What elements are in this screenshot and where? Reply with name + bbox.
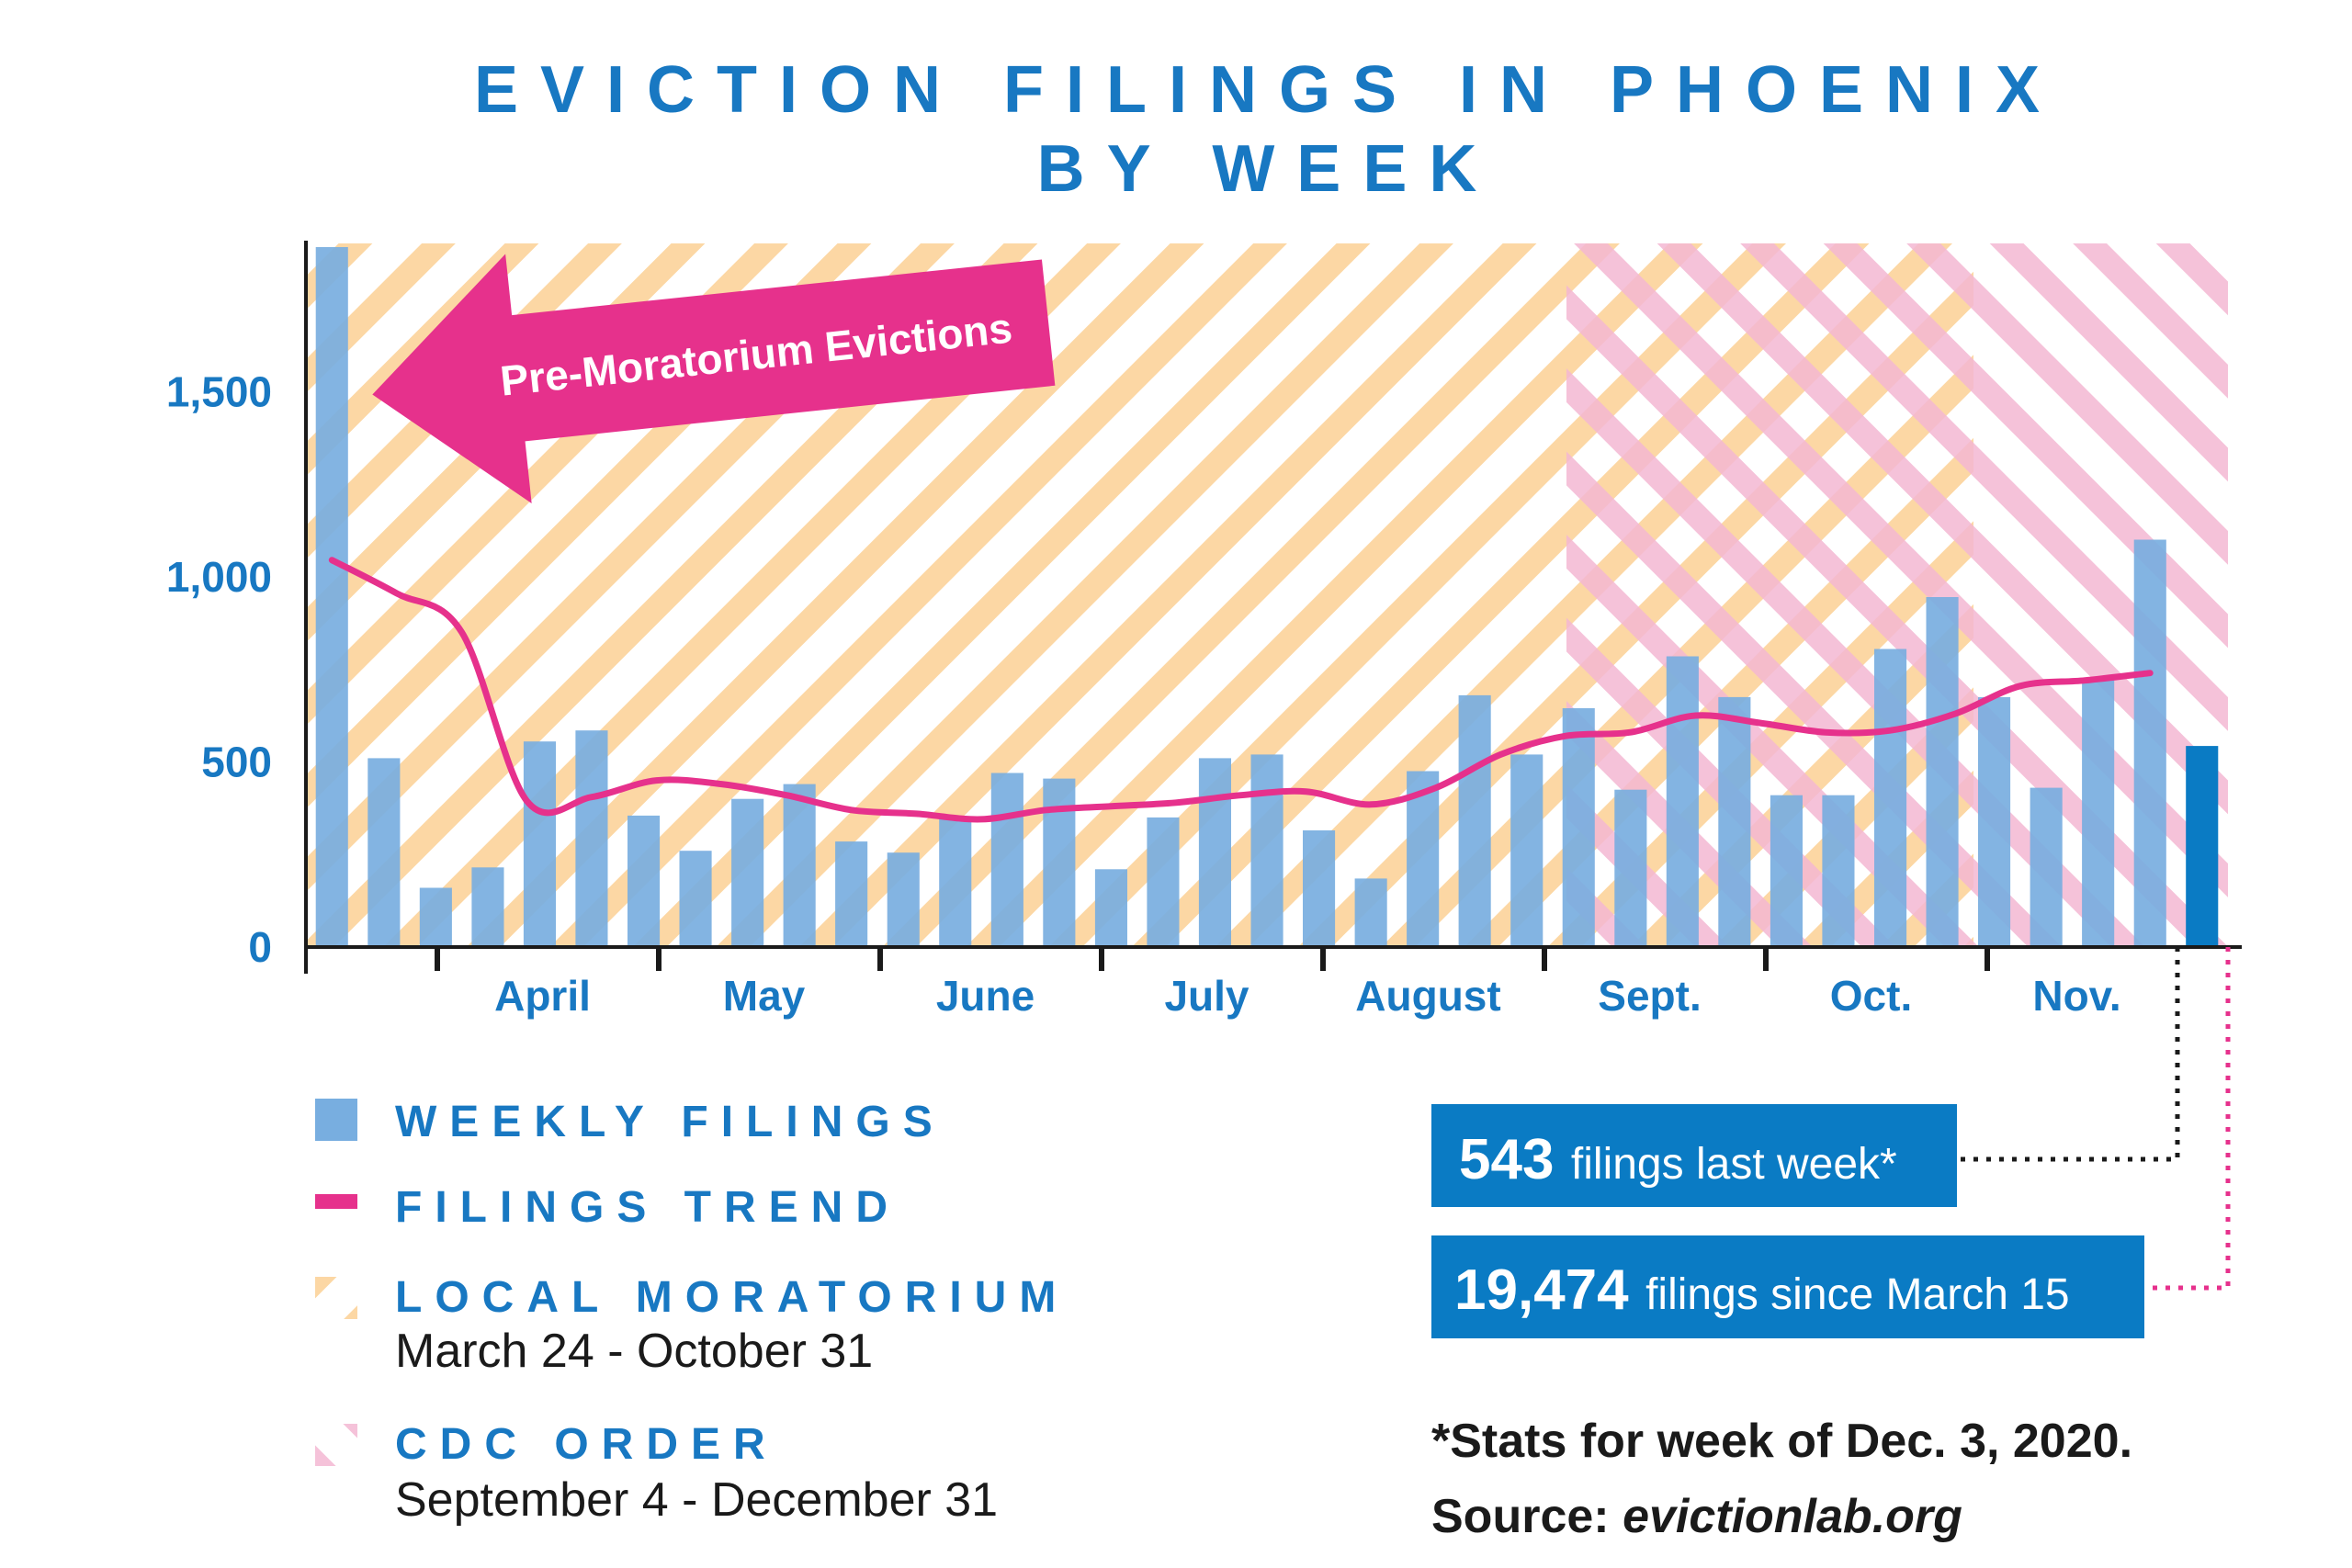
arrow-shape xyxy=(372,254,1056,503)
legend-swatch-cdc xyxy=(315,1424,357,1466)
month-label: May xyxy=(723,972,806,1020)
trend-line xyxy=(328,557,2154,823)
bar-33 xyxy=(1978,696,2011,947)
bar-22 xyxy=(1407,771,1440,947)
bar-1 xyxy=(315,247,348,947)
x-tick-marks xyxy=(435,947,1990,971)
y-tick-labels: 0 500 1,000 1,500 xyxy=(166,367,272,971)
footnote-source-link: evictionlab.org xyxy=(1623,1490,1962,1543)
bar-7 xyxy=(628,815,661,947)
bar-18 xyxy=(1198,758,1231,947)
chart-title-line1: EVICTION FILINGS IN PHOENIX xyxy=(474,53,2062,127)
month-label: April xyxy=(494,972,591,1020)
footnote-stats: *Stats for week of Dec. 3, 2020. xyxy=(1431,1415,2132,1468)
bar-36 xyxy=(2133,539,2166,947)
bar-10 xyxy=(783,784,816,947)
bar-26 xyxy=(1614,789,1647,947)
y-tick-label: 0 xyxy=(248,923,272,971)
month-label: Nov. xyxy=(2032,972,2120,1020)
month-label: June xyxy=(936,972,1035,1020)
bar-30 xyxy=(1822,795,1855,947)
legend-swatch-trend xyxy=(315,1194,357,1209)
bar-12 xyxy=(887,852,920,947)
last-week-text: 543 filings last week* xyxy=(1459,1128,1897,1191)
last-week-callout xyxy=(1431,1104,1957,1207)
month-label: August xyxy=(1355,972,1500,1020)
bar-29 xyxy=(1770,795,1803,947)
bar-28 xyxy=(1718,696,1751,947)
bar-3 xyxy=(419,887,452,947)
y-tick-label: 500 xyxy=(201,738,272,785)
legend-swatch-local xyxy=(315,1277,357,1319)
bar-6 xyxy=(575,730,608,947)
legend-swatch-weekly xyxy=(315,1099,357,1141)
legend-local: LOCAL MORATORIUM xyxy=(395,1273,1069,1322)
bar-34 xyxy=(2030,787,2063,947)
bar-24 xyxy=(1510,754,1544,947)
weekly-bars xyxy=(315,247,2219,947)
footnote-source: Source: evictionlab.org xyxy=(1431,1490,1962,1543)
legend-trend: FILINGS TREND xyxy=(395,1183,900,1232)
bar-25 xyxy=(1562,708,1595,947)
bar-35 xyxy=(2082,678,2115,947)
bar-4 xyxy=(471,867,504,947)
last-week-label: filings last week* xyxy=(1571,1140,1897,1189)
footnote-source-prefix: Source: xyxy=(1431,1490,1623,1543)
since-text: 19,474 filings since March 15 xyxy=(1454,1258,2070,1322)
bar-17 xyxy=(1147,817,1180,947)
since-label: filings since March 15 xyxy=(1645,1270,2070,1319)
bar-32 xyxy=(1926,597,1959,947)
y-tick-label: 1,000 xyxy=(166,553,272,601)
since-connector xyxy=(2145,947,2231,1291)
legend-weekly: WEEKLY FILINGS xyxy=(395,1098,945,1146)
bar-13 xyxy=(939,818,972,947)
pre-moratorium-arrow: Pre-Moratorium Evictions xyxy=(372,254,1056,503)
bar-16 xyxy=(1094,869,1127,947)
y-tick-label: 1,500 xyxy=(166,367,272,415)
last-week-number: 543 xyxy=(1459,1128,1554,1191)
legend-local-dates: March 24 - October 31 xyxy=(395,1325,873,1378)
bar-20 xyxy=(1303,830,1336,947)
since-callout xyxy=(1431,1235,2144,1338)
bar-19 xyxy=(1250,754,1283,947)
bar-23 xyxy=(1458,694,1491,947)
legend-cdc: CDC ORDER xyxy=(395,1420,778,1469)
bar-27 xyxy=(1666,656,1699,947)
bar-8 xyxy=(679,851,712,947)
bar-21 xyxy=(1354,878,1387,947)
bar-5 xyxy=(523,741,556,947)
legend-cdc-dates: September 4 - December 31 xyxy=(395,1473,998,1527)
bar-2 xyxy=(368,758,401,947)
bar-14 xyxy=(990,773,1023,947)
month-labels: April May June July August Sept. Oct. Nov. xyxy=(494,972,2121,1020)
chart-title-line2: BY WEEK xyxy=(1037,132,1499,206)
month-label: Oct. xyxy=(1830,972,1912,1020)
month-label: Sept. xyxy=(1598,972,1701,1020)
bar-11 xyxy=(835,841,868,947)
month-label: July xyxy=(1164,972,1249,1020)
bar-9 xyxy=(731,798,764,947)
bar-31 xyxy=(1874,649,1907,947)
bar-37 xyxy=(2186,746,2219,947)
bar-15 xyxy=(1043,778,1076,947)
since-number: 19,474 xyxy=(1454,1258,1629,1322)
